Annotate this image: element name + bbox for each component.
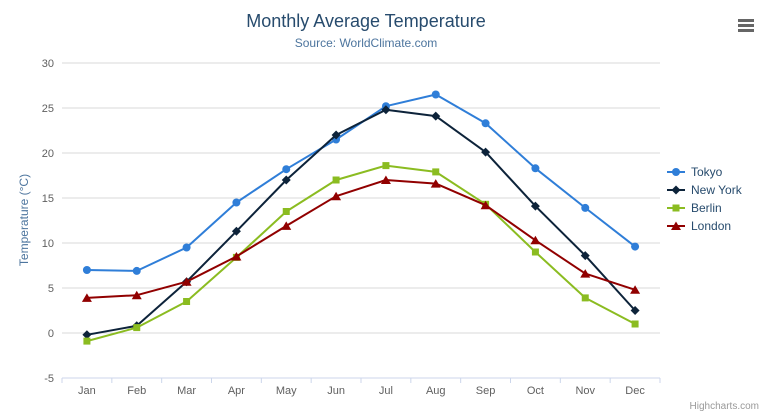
point-london[interactable] bbox=[480, 200, 491, 210]
point-tokyo[interactable] bbox=[581, 203, 590, 212]
point-london[interactable] bbox=[331, 191, 342, 201]
point-tokyo[interactable] bbox=[631, 242, 640, 251]
y-axis-label: 30 bbox=[42, 58, 54, 70]
x-axis-label: Jan bbox=[78, 385, 96, 397]
point-berlin[interactable] bbox=[332, 176, 340, 184]
y-axis-label: 25 bbox=[42, 103, 54, 115]
point-london[interactable] bbox=[530, 235, 541, 245]
point-london[interactable] bbox=[281, 221, 292, 230]
point-new-york[interactable] bbox=[381, 105, 391, 115]
x-axis-label: Oct bbox=[527, 385, 544, 397]
legend-label: New York bbox=[691, 183, 742, 197]
point-berlin[interactable] bbox=[581, 294, 589, 302]
point-new-york[interactable] bbox=[530, 201, 540, 211]
point-london[interactable] bbox=[430, 179, 441, 188]
point-london[interactable] bbox=[580, 269, 591, 278]
point-new-york[interactable] bbox=[331, 130, 341, 140]
y-axis-label: 20 bbox=[42, 148, 54, 160]
x-axis-label: Mar bbox=[177, 385, 196, 397]
y-axis-label: 10 bbox=[42, 238, 54, 250]
point-berlin[interactable] bbox=[432, 168, 440, 176]
circle-marker-icon bbox=[667, 168, 685, 176]
point-tokyo[interactable] bbox=[531, 164, 540, 173]
legend-item-london[interactable]: London bbox=[666, 217, 742, 235]
point-london[interactable] bbox=[630, 285, 641, 294]
legend-marker bbox=[672, 204, 680, 212]
legend-item-new-york[interactable]: New York bbox=[666, 181, 742, 199]
point-new-york[interactable] bbox=[231, 226, 241, 236]
x-axis-label: Sep bbox=[476, 385, 496, 397]
diamond-marker-icon bbox=[667, 185, 685, 195]
legend-item-berlin[interactable]: Berlin bbox=[666, 199, 742, 217]
legend-label: Berlin bbox=[691, 201, 722, 215]
point-london[interactable] bbox=[181, 277, 192, 286]
x-axis-label: Dec bbox=[625, 385, 645, 397]
chart-subtitle: Source: WorldClimate.com bbox=[294, 36, 438, 50]
triangle-marker-icon bbox=[667, 221, 685, 230]
point-new-york[interactable] bbox=[431, 111, 441, 121]
point-london[interactable] bbox=[231, 252, 242, 261]
legend-item-tokyo[interactable]: Tokyo bbox=[666, 163, 742, 181]
y-axis-label: 15 bbox=[42, 193, 54, 205]
legend: Tokyo New York Berlin London bbox=[666, 163, 742, 235]
hamburger-menu-icon bbox=[738, 19, 754, 22]
point-new-york[interactable] bbox=[630, 306, 640, 315]
point-tokyo[interactable] bbox=[431, 90, 440, 99]
x-axis-label: Nov bbox=[575, 385, 595, 397]
x-axis-label: Jun bbox=[327, 385, 345, 397]
point-tokyo[interactable] bbox=[82, 266, 91, 274]
point-tokyo[interactable] bbox=[481, 119, 490, 128]
x-axis-label: Aug bbox=[426, 385, 446, 397]
chart-context-menu-button[interactable] bbox=[733, 13, 759, 37]
legend-label: London bbox=[691, 219, 732, 233]
point-tokyo[interactable] bbox=[182, 243, 191, 252]
chart-title: Monthly Average Temperature bbox=[246, 11, 486, 31]
y-axis-label: -5 bbox=[44, 373, 54, 385]
legend-marker bbox=[671, 185, 681, 195]
series-line-new-york bbox=[85, 108, 637, 336]
point-london[interactable] bbox=[131, 290, 142, 300]
point-tokyo[interactable] bbox=[232, 198, 241, 207]
series-line-berlin bbox=[85, 164, 637, 343]
point-new-york[interactable] bbox=[481, 147, 491, 157]
credits-link[interactable]: Highcharts.com bbox=[689, 401, 759, 412]
point-tokyo[interactable] bbox=[282, 165, 291, 174]
point-new-york[interactable] bbox=[580, 251, 590, 261]
point-london[interactable] bbox=[81, 293, 92, 302]
square-marker-icon bbox=[667, 204, 685, 212]
legend-marker bbox=[671, 221, 681, 230]
point-berlin[interactable] bbox=[183, 298, 191, 305]
point-berlin[interactable] bbox=[133, 324, 141, 332]
x-axis-label: Apr bbox=[228, 385, 245, 397]
y-axis-title: Temperature (°C) bbox=[17, 173, 31, 267]
x-axis-label: May bbox=[276, 385, 297, 397]
point-new-york[interactable] bbox=[281, 175, 291, 185]
point-berlin[interactable] bbox=[382, 162, 390, 170]
legend-label: Tokyo bbox=[691, 165, 723, 179]
legend-marker bbox=[672, 168, 680, 176]
series-line-tokyo bbox=[85, 93, 637, 272]
point-berlin[interactable] bbox=[631, 320, 639, 328]
point-tokyo[interactable] bbox=[132, 266, 141, 275]
series-line-london bbox=[85, 179, 637, 299]
point-berlin[interactable] bbox=[531, 248, 539, 256]
point-berlin[interactable] bbox=[282, 208, 290, 215]
y-axis-label: 5 bbox=[48, 283, 54, 295]
point-berlin[interactable] bbox=[83, 337, 91, 345]
point-new-york[interactable] bbox=[82, 330, 92, 340]
point-london[interactable] bbox=[380, 175, 391, 185]
y-axis-label: 0 bbox=[48, 328, 54, 340]
x-axis-label: Feb bbox=[127, 385, 146, 397]
x-axis-label: Jul bbox=[379, 385, 393, 397]
